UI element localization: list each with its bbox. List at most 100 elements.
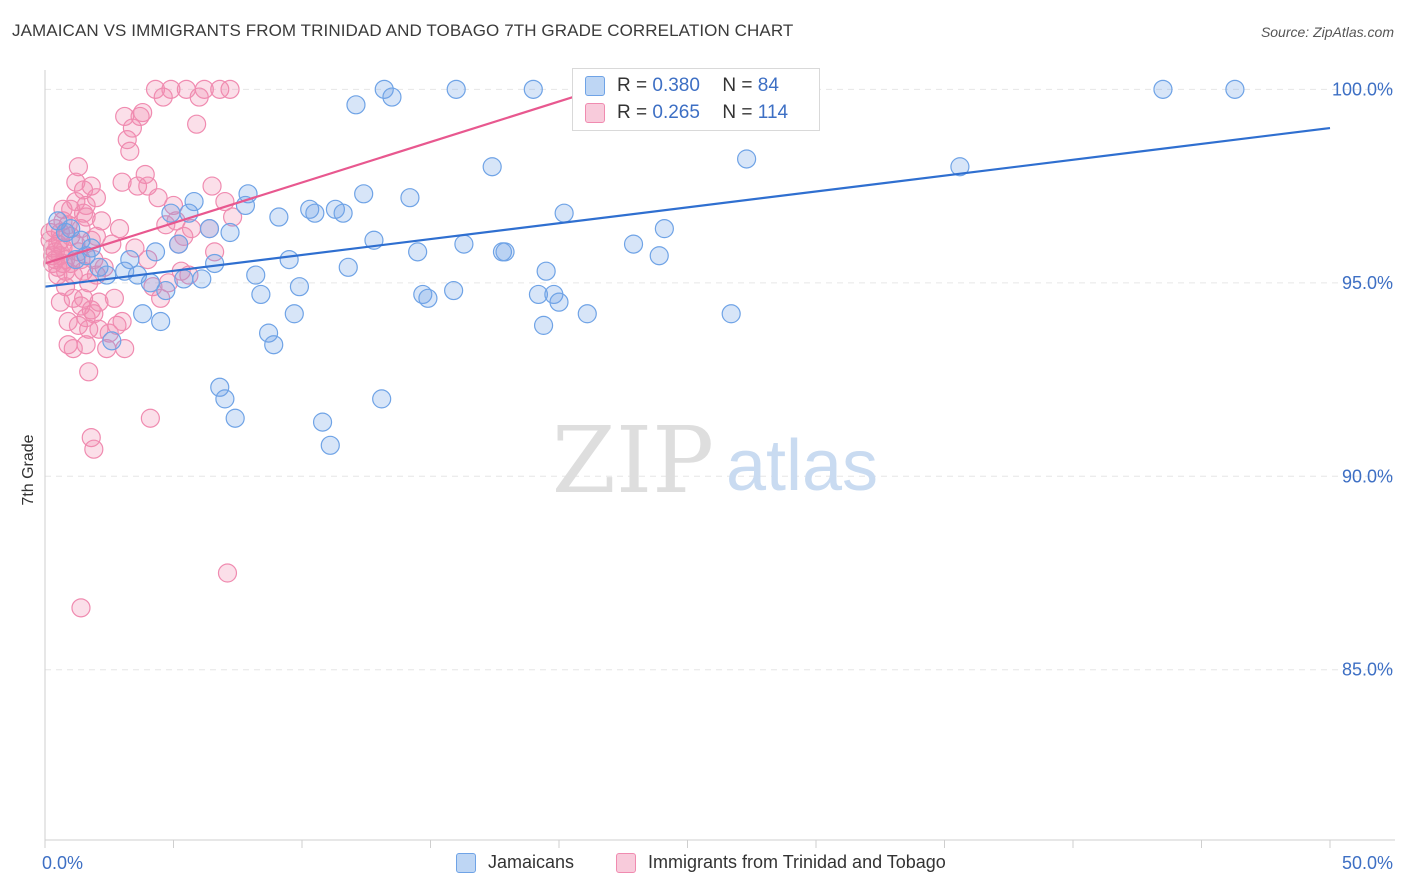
point-trinidad (81, 427, 101, 448)
point-jamaicans (721, 304, 741, 324)
y-tick-label: 90.0% (1342, 466, 1393, 486)
point-trinidad (140, 408, 160, 428)
point-jamaicans (289, 277, 310, 297)
point-trinidad (55, 277, 76, 297)
point-jamaicans (533, 315, 554, 335)
tick-labels: 85.0% 90.0% 95.0% 100.0% 0.0% 50.0% (42, 79, 1393, 873)
point-jamaicans (151, 311, 171, 332)
point-trinidad (89, 292, 109, 312)
source-label: Source: ZipAtlas.com (1260, 24, 1394, 40)
series-jamaicans-points (48, 79, 1245, 455)
point-trinidad (68, 157, 89, 177)
legend-swatch-trinidad (585, 103, 605, 123)
point-jamaicans (950, 157, 970, 177)
x-tick-label-max: 50.0% (1342, 853, 1393, 873)
point-jamaicans (333, 203, 353, 223)
point-jamaicans (55, 222, 76, 243)
point-trinidad (40, 222, 60, 243)
legend-row-trinidad: R = 0.265 N = 114 (585, 101, 788, 125)
point-trinidad (63, 338, 83, 359)
point-trinidad (86, 188, 107, 208)
point-jamaicans (71, 230, 91, 250)
trend-line-jamaicans (44, 126, 1331, 288)
point-jamaicans (413, 284, 433, 305)
point-jamaicans (264, 335, 284, 355)
point-jamaicans (258, 323, 279, 343)
point-jamaicans (215, 389, 235, 409)
stats-legend: R = 0.380 N = 84 R = 0.265 N = 114 (572, 68, 820, 131)
point-jamaicans (192, 269, 212, 289)
point-jamaicans (495, 242, 515, 262)
legend-n-label: N = (722, 75, 753, 96)
point-jamaicans (354, 184, 374, 204)
point-jamaicans (284, 304, 304, 324)
point-jamaicans (338, 257, 358, 277)
point-trinidad (99, 323, 119, 343)
point-jamaicans (536, 261, 556, 281)
point-trinidad (58, 311, 78, 332)
axes (44, 70, 1395, 848)
point-jamaicans (300, 199, 320, 219)
point-trinidad (73, 203, 94, 223)
point-jamaicans (737, 149, 757, 169)
watermark: ZIP atlas (552, 407, 878, 514)
point-jamaicans (418, 288, 438, 308)
watermark-atlas: atlas (726, 426, 878, 506)
point-jamaicans (133, 304, 153, 324)
point-jamaicans (446, 79, 466, 99)
point-jamaicans (312, 412, 333, 432)
legend-swatch-jamaicans (585, 76, 605, 96)
point-trinidad (94, 257, 114, 277)
point-trinidad (122, 118, 142, 138)
point-jamaicans (145, 242, 166, 262)
bottom-legend-jamaicans: Jamaicans (456, 852, 574, 873)
point-trinidad (202, 176, 222, 196)
bottom-legend-label-jamaicans: Jamaicans (488, 852, 575, 872)
point-jamaicans (346, 95, 366, 115)
point-trinidad (89, 319, 109, 339)
gridlines (45, 88, 1395, 671)
point-trinidad (107, 315, 127, 335)
legend-r-label: R = (617, 102, 648, 123)
point-trinidad (115, 106, 135, 127)
point-trinidad (210, 79, 230, 99)
point-trinidad (133, 102, 153, 123)
point-jamaicans (549, 292, 569, 312)
point-jamaicans (120, 249, 140, 270)
point-trinidad (187, 114, 207, 134)
point-jamaicans (372, 389, 392, 409)
point-trinidad (194, 79, 214, 99)
point-trinidad (53, 211, 73, 231)
x-tick-label-min: 0.0% (42, 853, 83, 873)
bottom-legend-label-trinidad: Immigrants from Trinidad and Tobago (648, 852, 946, 872)
point-jamaicans (623, 234, 644, 254)
point-jamaicans (205, 253, 225, 274)
point-trinidad (153, 87, 173, 107)
point-trinidad (76, 195, 96, 216)
point-jamaicans (199, 219, 220, 239)
point-jamaicans (382, 87, 402, 107)
point-jamaicans (408, 242, 428, 262)
y-tick-label: 85.0% (1342, 660, 1393, 680)
point-trinidad (125, 238, 145, 258)
legend-row-jamaicans: R = 0.380 N = 84 (585, 74, 779, 98)
point-trinidad (217, 563, 238, 583)
point-jamaicans (156, 280, 176, 301)
point-trinidad (127, 176, 148, 196)
y-tick-label: 95.0% (1342, 273, 1393, 293)
point-jamaicans (482, 157, 502, 177)
point-trinidad (50, 222, 71, 243)
point-trinidad (81, 176, 101, 196)
point-trinidad (109, 219, 130, 239)
legend-n-value: 84 (757, 75, 779, 96)
point-jamaicans (577, 304, 597, 324)
point-jamaicans (169, 234, 189, 254)
point-trinidad (68, 315, 89, 335)
point-jamaicans (161, 203, 181, 223)
point-trinidad (112, 172, 132, 192)
point-trinidad (104, 288, 124, 308)
point-jamaicans (320, 435, 340, 455)
point-trinidad (50, 292, 71, 312)
point-trinidad (71, 598, 91, 618)
